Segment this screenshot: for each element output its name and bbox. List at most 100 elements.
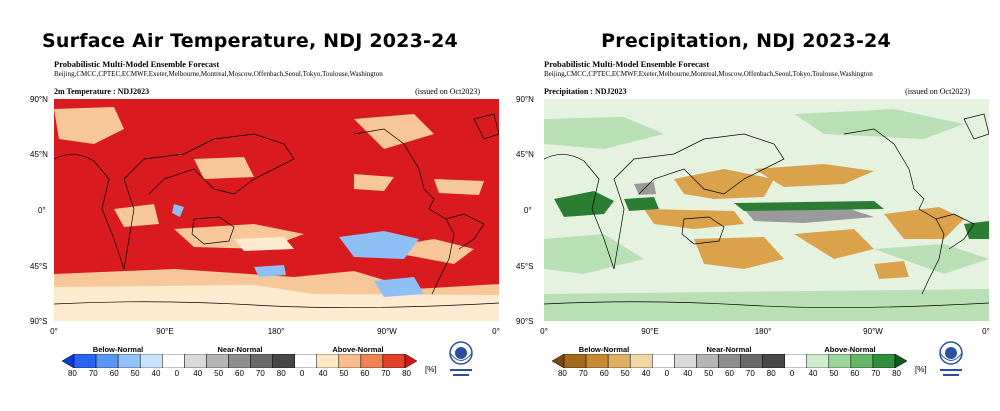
colorbar-segment	[228, 354, 251, 368]
lat-label: 90°N	[30, 95, 48, 104]
category-label: Near-Normal	[217, 345, 263, 354]
colorbar-segment	[95, 354, 119, 368]
colorbar-arrow-left	[552, 354, 565, 368]
colorbar-tick-label: 40	[151, 369, 161, 378]
centers-list: Beijing,CMCC,CPTEC,ECMWF,Exeter,Melbourn…	[54, 70, 383, 78]
lon-label: 90°W	[863, 327, 883, 336]
colorbar-segment	[850, 354, 874, 368]
colorbar-ticks: 80 70 60 50 40 0 40 50 60 70 80 0 40 50 60 70 80	[62, 369, 417, 379]
coastlines	[54, 113, 499, 308]
lon-label: 90°W	[377, 327, 397, 336]
colorbar-tick-label: 80	[766, 369, 776, 378]
colorbar-tick-label: 60	[109, 369, 119, 378]
colorbar-tick-label: 60	[725, 369, 734, 378]
precipitation-colorbar	[552, 354, 907, 368]
issued-date: (issued on Oct2023)	[905, 87, 970, 96]
temperature-map	[54, 99, 499, 321]
colorbar-tick-label: 40	[193, 369, 203, 378]
colorbar-segment	[585, 354, 609, 368]
lat-label: 45°N	[30, 150, 48, 159]
category-label: Below-Normal	[578, 345, 630, 354]
colorbar-tick-label: 60	[360, 369, 370, 378]
colorbar-segment	[316, 354, 340, 368]
above-normal-patches	[554, 191, 989, 239]
colorbar-tick-label: 40	[318, 369, 328, 378]
precipitation-map	[544, 99, 989, 321]
colorbar-tick-label: 0	[664, 369, 670, 378]
colorbar-tick-label: 50	[339, 369, 349, 378]
colorbar-tick-label: 0	[789, 369, 795, 378]
colorbar-tick-label: 80	[892, 369, 901, 378]
unit-label: [%]	[915, 365, 927, 374]
colorbar-segment	[784, 354, 807, 368]
centers-list: Beijing,CMCC,CPTEC,ECMWF,Exeter,Melbourn…	[544, 70, 873, 78]
colorbar-segment	[762, 354, 785, 368]
colorbar-tick-label: 80	[67, 369, 77, 378]
colorbar-segment	[360, 354, 384, 368]
colorbar-tick-label: 50	[130, 369, 140, 378]
colorbar-tick-label: 70	[381, 369, 391, 378]
map-title: Precipitation : NDJ2023	[544, 87, 627, 96]
colorbar-tick-label: 60	[599, 369, 609, 378]
colorbar-segment	[607, 354, 631, 368]
colorbar-tick-label: 50	[829, 369, 839, 378]
lat-label: 45°S	[516, 262, 534, 271]
category-label: Below-Normal	[92, 345, 144, 354]
colorbar-segment	[674, 354, 697, 368]
colorbar-tick-label: 50	[704, 369, 714, 378]
colorbar-segment	[139, 354, 163, 368]
forecast-subtitle: Probabilistic Multi-Model Ensemble Forec…	[544, 59, 710, 69]
colorbar-tick-label: 0	[174, 369, 180, 378]
colorbar-tick-label: 80	[402, 369, 411, 378]
white-patches	[54, 237, 499, 321]
unit-label: [%]	[425, 365, 437, 374]
colorbar-segment	[272, 354, 295, 368]
precipitation-title: Precipitation, NDJ 2023-24	[601, 30, 891, 52]
colorbar-segment	[338, 354, 362, 368]
colorbar-segment	[652, 354, 675, 368]
colorbar-segment	[294, 354, 317, 368]
wmo-logo-icon	[449, 341, 473, 376]
colorbar-segment	[740, 354, 763, 368]
colorbar-ticks: 80 70 60 50 40 0 40 50 60 70 80 0 40 50 60 70 80	[552, 369, 907, 379]
lon-label: 0°	[982, 327, 990, 336]
colorbar-tick-label: 0	[299, 369, 305, 378]
lat-label: 90°S	[516, 317, 534, 326]
lat-label: 45°N	[516, 150, 534, 159]
temperature-panel: Surface Air Temperature, NDJ 2023-24 Pro…	[30, 30, 500, 379]
wmo-logo-icon	[939, 341, 963, 376]
lat-label: 90°N	[516, 95, 534, 104]
colorbar-tick-label: 40	[641, 369, 651, 378]
colorbar-tick-label: 70	[871, 369, 881, 378]
lon-label: 180°	[754, 327, 772, 336]
colorbar-arrow-right	[404, 354, 417, 368]
colorbar-tick-label: 60	[850, 369, 860, 378]
colorbar-segment	[250, 354, 273, 368]
below-normal-patches	[172, 204, 424, 297]
colorbar-segment	[696, 354, 719, 368]
near-normal-patches	[634, 182, 874, 223]
colorbar-tick-label: 70	[88, 369, 98, 378]
lon-label: 0°	[540, 327, 548, 336]
lon-label: 180°	[267, 327, 285, 336]
colorbar-segment	[806, 354, 830, 368]
colorbar-tick-label: 80	[557, 369, 567, 378]
colorbar-segment	[629, 354, 653, 368]
temperature-colorbar	[62, 354, 417, 368]
colorbar-tick-label: 70	[255, 369, 265, 378]
map-title: 2m Temperature : NDJ2023	[54, 87, 150, 96]
colorbar-segment	[206, 354, 229, 368]
category-label: Near-Normal	[706, 345, 752, 354]
colorbar-segment	[162, 354, 185, 368]
colorbar-segment	[382, 354, 406, 368]
colorbar-tick-label: 80	[276, 369, 286, 378]
colorbar-arrow-left	[62, 354, 75, 368]
precipitation-panel: Precipitation, NDJ 2023-24 Probabilistic…	[490, 0, 990, 411]
colorbar-tick-label: 50	[214, 369, 224, 378]
colorbar-tick-label: 60	[235, 369, 244, 378]
lon-label: 0°	[492, 327, 500, 336]
lat-label: 0°	[524, 206, 532, 215]
lat-label: 90°S	[30, 317, 48, 326]
forecast-subtitle: Probabilistic Multi-Model Ensemble Forec…	[54, 59, 220, 69]
colorbar-segment	[117, 354, 141, 368]
